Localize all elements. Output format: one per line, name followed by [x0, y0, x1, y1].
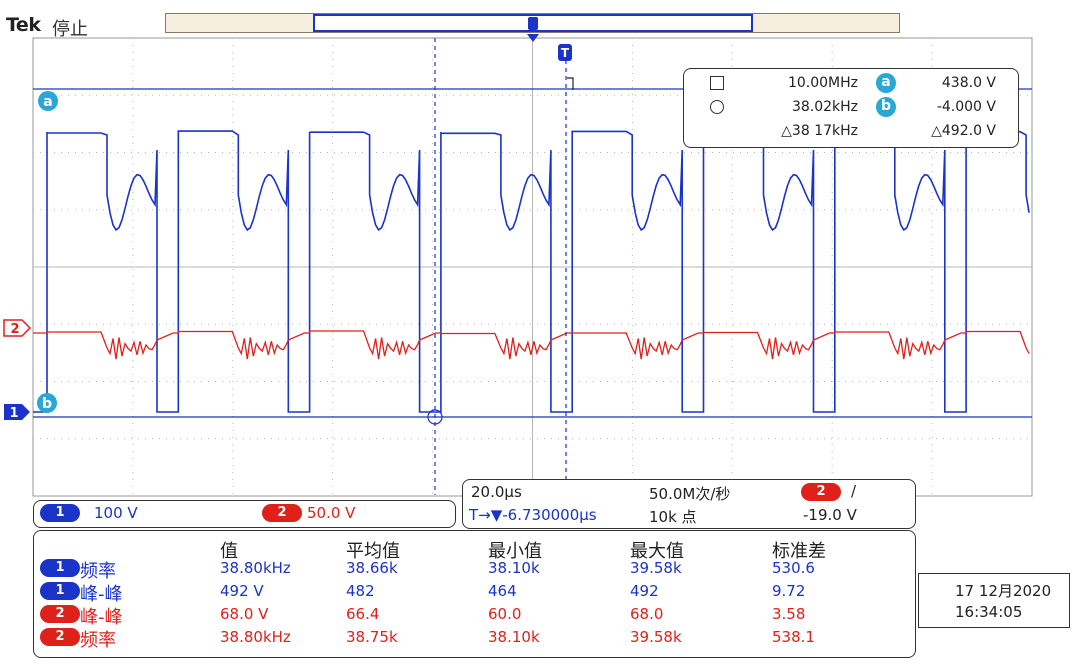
circle-icon — [710, 100, 724, 114]
channel-2-waveform — [33, 330, 1030, 360]
channel-1-badge: 1 — [40, 559, 80, 577]
measurement-max: 68.0 — [630, 605, 664, 623]
cursor-readout-panel: 10.00MHz a 438.0 V 38.02kHz b -4.000 V △… — [683, 68, 1019, 148]
cursor-a-badge: a — [876, 73, 896, 93]
measurement-value: 68.0 V — [220, 605, 269, 623]
measurements-panel: 值 平均值 最小值 最大值 标准差 1 频率 38.80kHz 38.66k 3… — [33, 530, 916, 658]
square-icon — [710, 76, 724, 90]
cursor-delta-frequency: △38 17kHz — [781, 123, 858, 139]
measurement-max: 492 — [630, 582, 659, 600]
cursor-b-marker[interactable] — [37, 393, 57, 413]
measurement-row[interactable]: 1 频率 38.80kHz 38.66k 38.10k 39.58k 530.6 — [34, 557, 915, 582]
measurement-min: 38.10k — [488, 559, 540, 577]
measurement-stddev: 3.58 — [772, 605, 806, 623]
trigger-position-icon — [527, 34, 539, 42]
record-trigger-icon — [528, 17, 538, 30]
cursor-b-marker-label: b — [42, 396, 52, 412]
measurement-row[interactable]: 2 频率 38.80kHz 38.75k 38.10k 39.58k 538.1 — [34, 626, 915, 651]
acquisition-status: 停止 — [52, 19, 88, 40]
measurement-name: 峰-峰 — [80, 607, 123, 628]
measurement-value: 492 V — [220, 582, 264, 600]
measurement-header-min: 最小值 — [488, 541, 542, 562]
measurement-name: 频率 — [80, 630, 116, 651]
horizontal-trigger-panel: 20.0μs 50.0M次/秒 2 / T→▼-6.730000μs 10k 点… — [462, 479, 916, 529]
cursor-b-voltage: -4.000 V — [936, 99, 996, 115]
measurement-name: 频率 — [80, 561, 116, 582]
measurement-stddev: 530.6 — [772, 559, 815, 577]
channel-2-badge: 2 — [40, 605, 80, 623]
trigger-source-badge[interactable]: 2 — [801, 483, 841, 501]
cursor-frequency: 38.02kHz — [791, 99, 858, 115]
record-length[interactable]: 10k 点 — [649, 508, 697, 526]
measurement-header-stddev: 标准差 — [772, 541, 826, 562]
measurement-value: 38.80kHz — [220, 559, 291, 577]
horizontal-position[interactable]: T→▼-6.730000μs — [469, 506, 597, 524]
measurement-value: 38.80kHz — [220, 628, 291, 646]
channel-1-ground-label: 1 — [9, 406, 18, 421]
measurement-max: 39.58k — [630, 559, 682, 577]
cursor-readout-row: △38 17kHz △492.0 V — [684, 121, 1018, 143]
channel-1-badge: 1 — [40, 582, 80, 600]
cursor-readout-row: 10.00MHz a 438.0 V — [684, 73, 1018, 95]
measurement-stddev: 538.1 — [772, 628, 815, 646]
measurement-max: 39.58k — [630, 628, 682, 646]
trigger-level-icon — [567, 77, 574, 90]
time-per-division[interactable]: 20.0μs — [471, 483, 522, 501]
channel-scale-panel: 1 100 V 2 50.0 V — [33, 500, 456, 528]
channel-2-scale[interactable]: 50.0 V — [307, 504, 356, 522]
cursor-crosshair-icon — [427, 409, 443, 425]
channel-2-badge[interactable]: 2 — [262, 504, 302, 522]
trigger-point-icon[interactable] — [558, 44, 572, 61]
measurement-mean: 482 — [346, 582, 375, 600]
measurement-row[interactable]: 1 峰-峰 492 V 482 464 492 9.72 — [34, 580, 915, 605]
measurement-header-max: 最大值 — [630, 541, 684, 562]
time-display: 16:34:05 — [955, 603, 1023, 621]
cursor-a-marker[interactable] — [38, 91, 58, 111]
channel-2-ground-marker[interactable] — [3, 319, 32, 337]
channel-2-badge: 2 — [40, 628, 80, 646]
trigger-point-label: T — [561, 46, 570, 60]
trigger-slope-icon: / — [851, 482, 857, 500]
channel-1-ground-marker[interactable] — [4, 404, 30, 420]
cursor-delta-voltage: △492.0 V — [931, 123, 996, 139]
measurement-mean: 38.75k — [346, 628, 398, 646]
channel-1-waveform — [33, 130, 1030, 413]
measurement-name: 峰-峰 — [80, 584, 123, 605]
measurement-stddev: 9.72 — [772, 582, 806, 600]
trigger-level[interactable]: -19.0 V — [803, 506, 857, 524]
channel-1-scale[interactable]: 100 V — [94, 504, 138, 522]
cursor-b-badge: b — [876, 97, 896, 117]
measurement-min: 464 — [488, 582, 517, 600]
cursor-readout-row: 38.02kHz b -4.000 V — [684, 97, 1018, 119]
date-display: 17 12月2020 — [955, 582, 1052, 600]
datetime-panel: 17 12月2020 16:34:05 — [918, 573, 1070, 628]
measurement-mean: 38.66k — [346, 559, 398, 577]
cursor-a-marker-label: a — [43, 94, 52, 110]
sample-rate[interactable]: 50.0M次/秒 — [649, 485, 731, 503]
measurement-row[interactable]: 2 峰-峰 68.0 V 66.4 60.0 68.0 3.58 — [34, 603, 915, 628]
measurement-mean: 66.4 — [346, 605, 380, 623]
measurement-header-mean: 平均值 — [346, 541, 400, 562]
measurement-min: 38.10k — [488, 628, 540, 646]
cursor-time-delta: 10.00MHz — [787, 75, 858, 91]
channel-1-badge[interactable]: 1 — [40, 504, 80, 522]
measurement-header-value: 值 — [220, 541, 238, 562]
cursor-a-voltage: 438.0 V — [941, 75, 996, 91]
channel-2-ground-label: 2 — [10, 322, 19, 337]
measurement-min: 60.0 — [488, 605, 522, 623]
brand-logo: Tek — [6, 14, 41, 36]
